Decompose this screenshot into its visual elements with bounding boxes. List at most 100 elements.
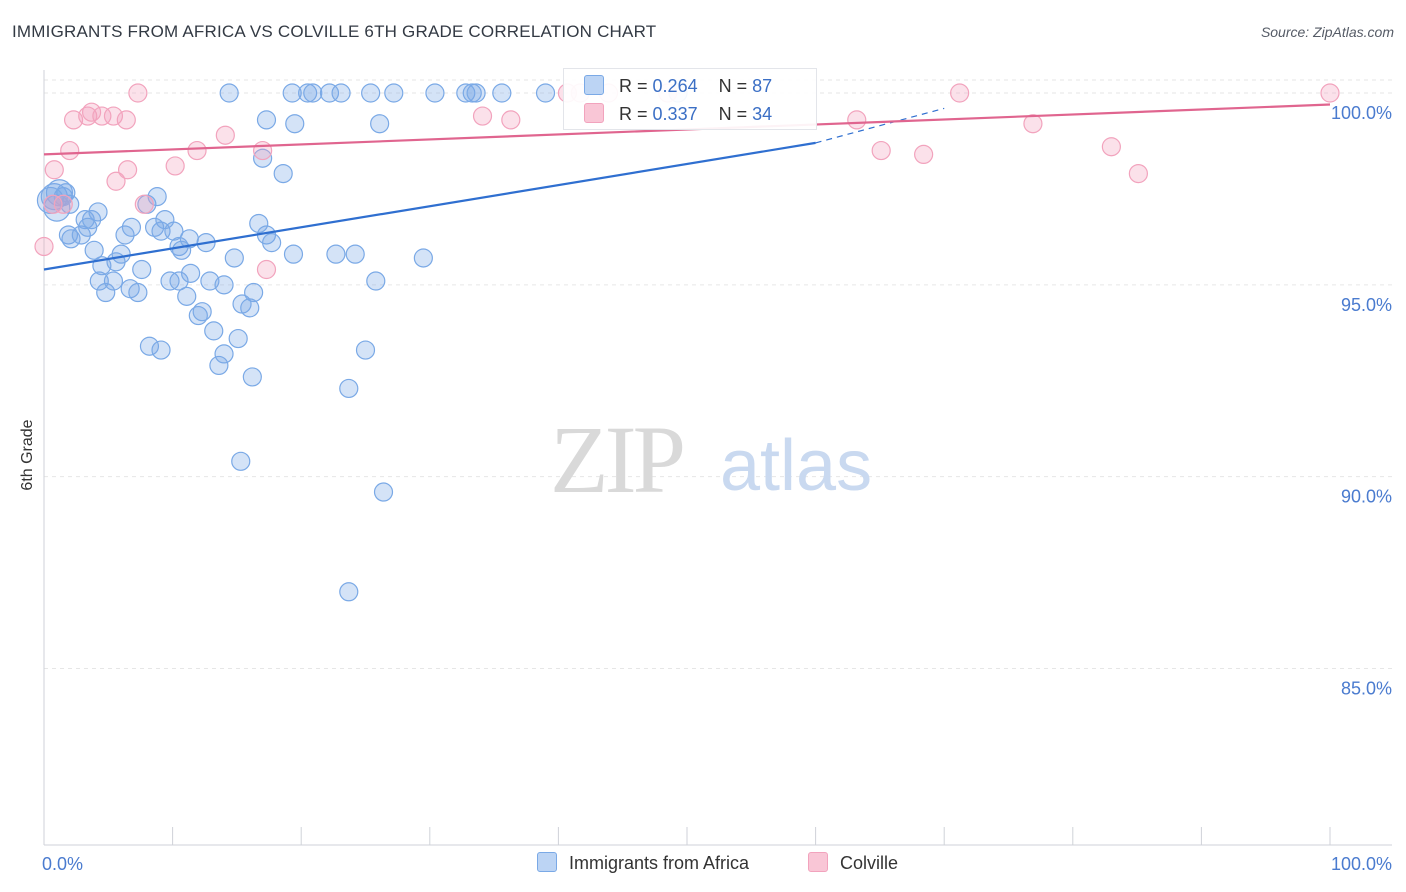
data-point xyxy=(60,194,80,214)
trend-line-africa xyxy=(43,141,816,271)
legend-n-value: 87 xyxy=(752,76,773,96)
data-point xyxy=(914,144,934,165)
data-point xyxy=(53,194,73,214)
data-point xyxy=(871,140,891,161)
data-point xyxy=(319,83,340,103)
data-point xyxy=(177,286,197,306)
data-point xyxy=(224,248,244,268)
data-point xyxy=(345,244,365,264)
data-point xyxy=(106,171,126,191)
y-tick-label: 90.0% xyxy=(1341,487,1392,507)
bottom-legend-colville: Colville xyxy=(808,852,898,874)
data-point xyxy=(111,244,131,264)
legend-row-colville: R = 0.337 N = 34 xyxy=(584,103,772,125)
data-point xyxy=(128,282,148,303)
data-point xyxy=(128,83,148,103)
data-point xyxy=(249,213,269,234)
data-point xyxy=(188,305,208,326)
legend-label-africa: Immigrants from Africa xyxy=(569,853,750,873)
data-point xyxy=(331,83,351,103)
legend-r-label: R = xyxy=(619,104,648,124)
legend-swatch-africa xyxy=(537,852,557,872)
data-point xyxy=(1128,163,1148,184)
data-point xyxy=(56,183,76,203)
legend-r-label: R = xyxy=(619,76,648,96)
data-point xyxy=(132,259,152,280)
data-point xyxy=(1023,114,1043,134)
data-point xyxy=(456,83,476,103)
legend-swatch-africa xyxy=(584,75,604,95)
watermark-atlas: atlas xyxy=(720,426,872,506)
data-point xyxy=(192,302,212,322)
axes xyxy=(43,70,1392,846)
data-point xyxy=(535,83,556,103)
data-point xyxy=(169,271,189,291)
data-point xyxy=(214,344,234,364)
data-point xyxy=(1320,83,1340,103)
data-point xyxy=(34,236,54,257)
data-point xyxy=(139,336,160,356)
data-point xyxy=(88,202,108,222)
data-point xyxy=(298,83,318,103)
data-point xyxy=(219,83,239,103)
data-point xyxy=(326,244,346,264)
data-point xyxy=(366,271,386,291)
data-point xyxy=(81,102,102,122)
series-africa xyxy=(36,83,688,602)
data-point xyxy=(165,156,185,176)
data-point xyxy=(134,194,154,214)
data-point xyxy=(43,194,63,214)
data-point xyxy=(214,275,234,295)
data-point xyxy=(1101,137,1121,157)
data-point xyxy=(89,271,109,291)
data-point xyxy=(466,83,486,103)
data-point xyxy=(303,83,323,103)
data-point xyxy=(253,140,273,161)
data-point xyxy=(282,83,302,103)
data-point xyxy=(103,106,124,126)
data-point xyxy=(242,367,262,387)
data-point xyxy=(472,106,493,126)
data-point xyxy=(181,263,201,283)
data-point xyxy=(96,282,116,303)
source-label: Source: ZipAtlas.com xyxy=(1260,24,1394,40)
data-point xyxy=(240,298,260,318)
data-point xyxy=(847,110,867,130)
data-point xyxy=(78,106,98,126)
data-point xyxy=(339,378,359,399)
data-point xyxy=(501,110,521,130)
data-point xyxy=(121,217,142,237)
data-point xyxy=(285,114,305,134)
data-point xyxy=(370,114,390,134)
data-point xyxy=(44,160,64,180)
data-point xyxy=(151,340,171,360)
data-point xyxy=(61,229,81,249)
bottom-legend-africa: Immigrants from Africa xyxy=(537,852,749,874)
data-point xyxy=(116,110,136,130)
data-point xyxy=(209,355,229,376)
data-point xyxy=(492,83,512,103)
data-point xyxy=(103,271,124,291)
data-point xyxy=(256,259,277,280)
x-tick-label: 0.0% xyxy=(42,854,83,874)
data-point xyxy=(950,83,970,103)
y-axis-label: 6th Grade xyxy=(19,419,36,490)
data-point xyxy=(253,148,273,168)
legend-r-value: 0.264 xyxy=(652,76,698,96)
legend-swatch-colville xyxy=(584,103,604,123)
data-point xyxy=(339,582,359,602)
correlation-legend: R = 0.264 N = 87 R = 0.337 N = 34 xyxy=(563,68,817,130)
data-point xyxy=(413,248,433,268)
data-point xyxy=(425,83,445,103)
data-point xyxy=(81,210,102,230)
chart-title: IMMIGRANTS FROM AFRICA VS COLVILLE 6TH G… xyxy=(12,22,657,41)
legend-n-label: N = xyxy=(718,76,748,96)
data-point xyxy=(361,83,381,103)
data-point xyxy=(115,225,135,245)
data-point xyxy=(231,451,251,471)
watermark: ZIP atlas xyxy=(550,406,872,513)
data-point xyxy=(355,340,376,360)
data-point xyxy=(60,140,80,161)
x-tick-label: 100.0% xyxy=(1331,854,1392,874)
y-tick-label: 95.0% xyxy=(1341,295,1392,315)
